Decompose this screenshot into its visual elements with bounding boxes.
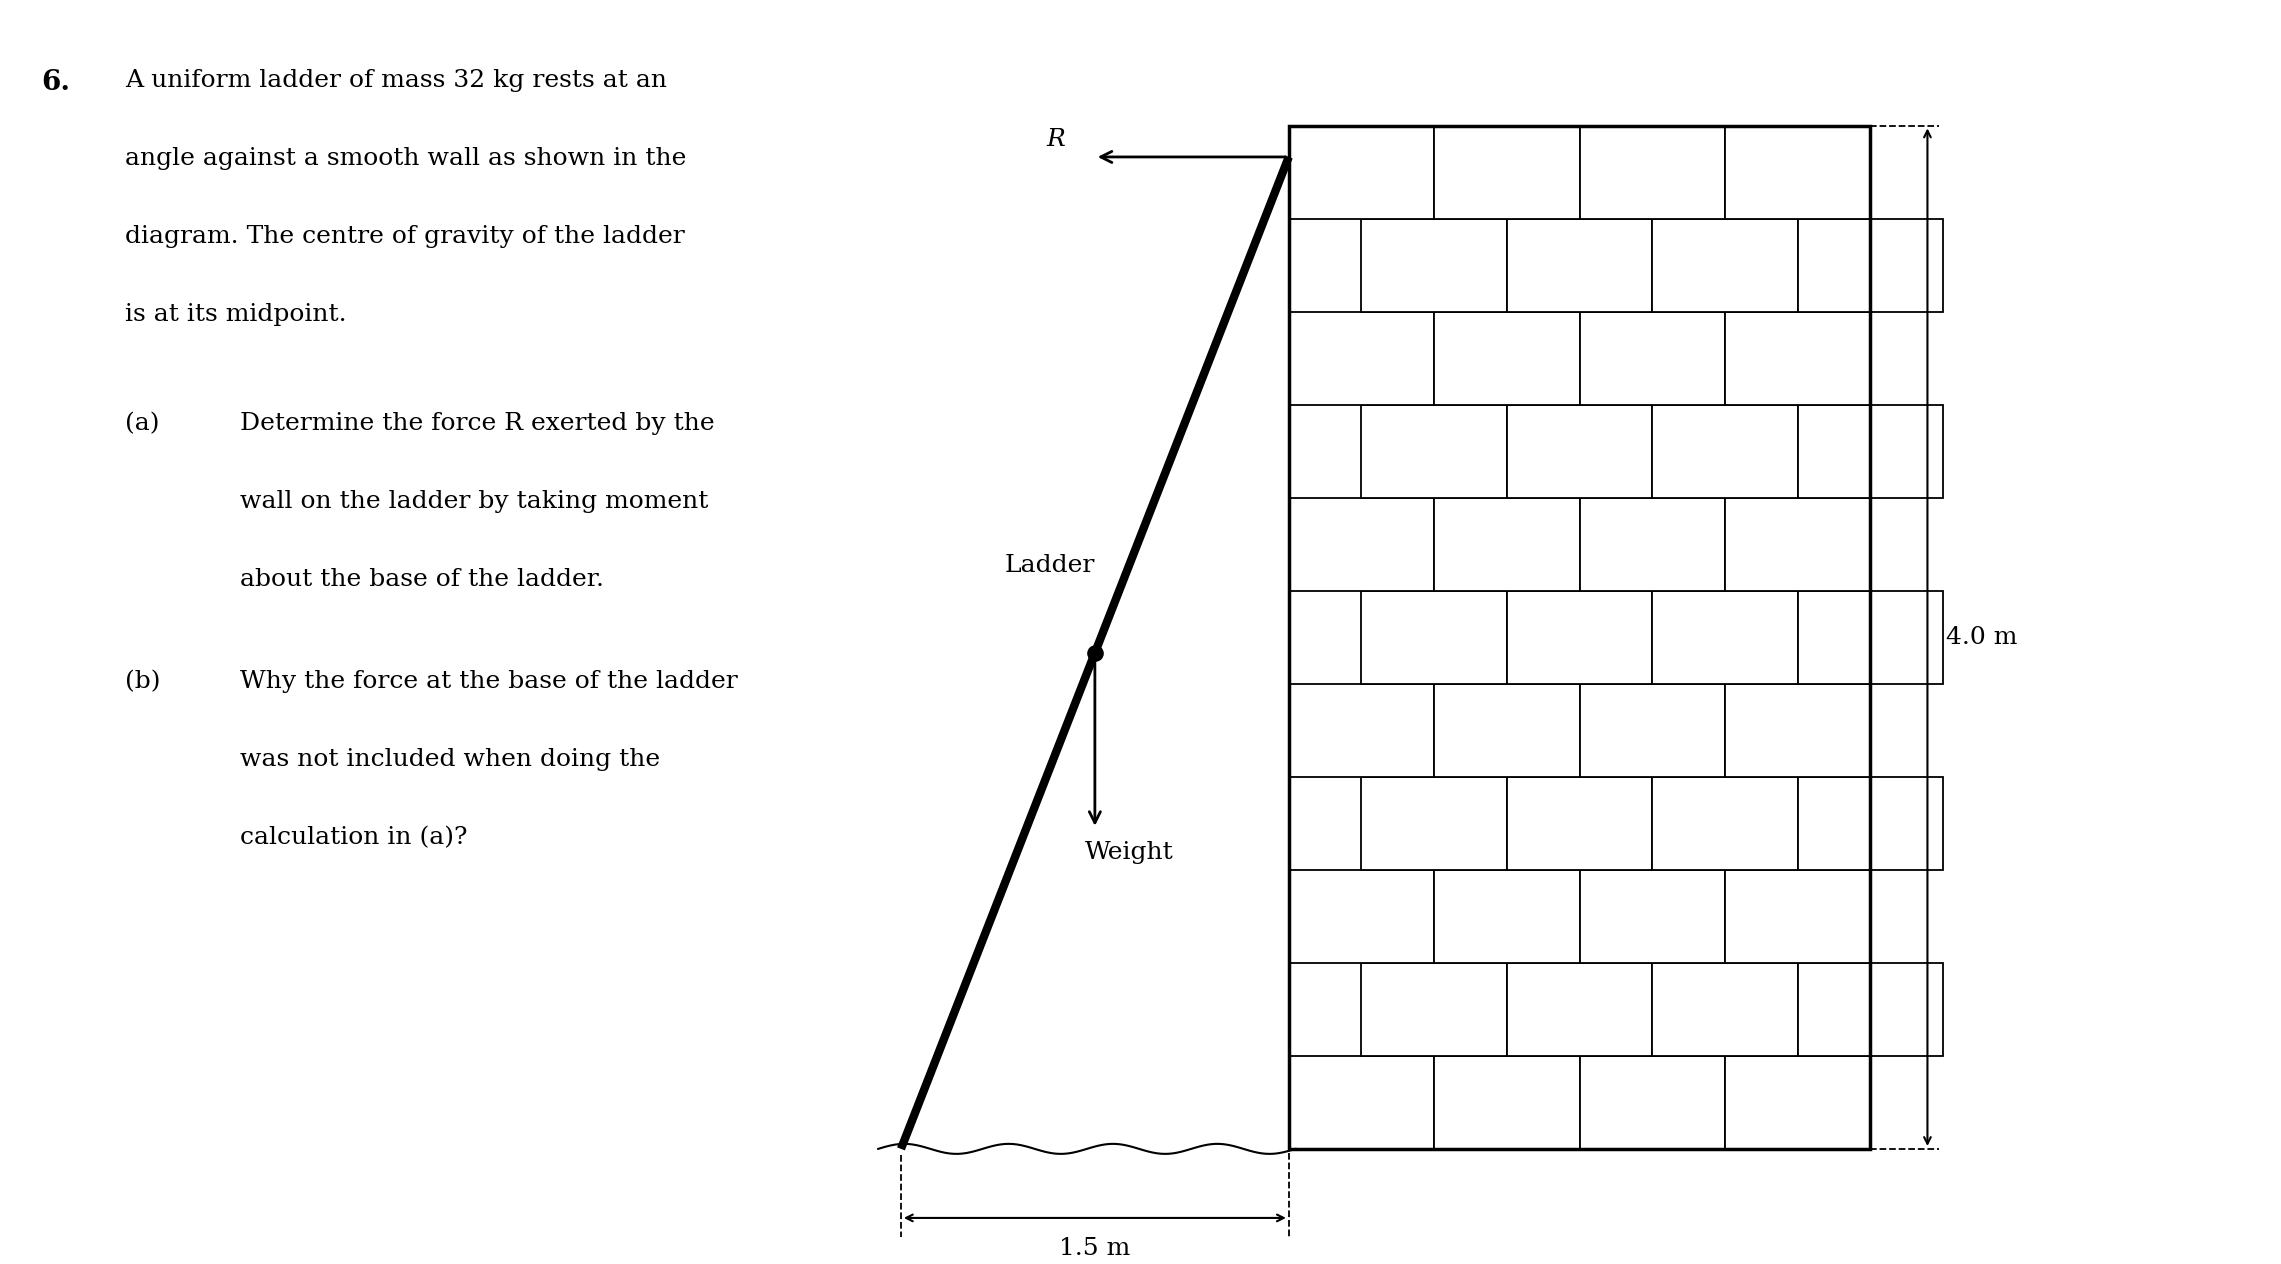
Bar	[1508, 219, 1651, 312]
Bar	[1435, 1055, 1578, 1149]
Bar	[1435, 125, 1578, 219]
Bar	[1797, 963, 1943, 1055]
Bar	[1724, 1055, 1870, 1149]
Bar	[1651, 963, 1797, 1055]
Text: diagram. The centre of gravity of the ladder: diagram. The centre of gravity of the la…	[125, 225, 684, 248]
Bar	[1724, 498, 1870, 590]
Bar	[1362, 777, 1508, 870]
Bar	[1435, 312, 1578, 404]
Bar	[1578, 498, 1724, 590]
Bar	[1651, 404, 1797, 498]
Bar	[1578, 1055, 1724, 1149]
Bar	[1508, 404, 1651, 498]
Bar	[1797, 404, 1943, 498]
Bar	[1289, 125, 1870, 1149]
Text: Determine the force R exerted by the: Determine the force R exerted by the	[240, 412, 714, 435]
Bar	[1362, 590, 1508, 684]
Text: 1.5 m: 1.5 m	[1058, 1236, 1131, 1260]
Bar	[1797, 590, 1943, 684]
Bar	[1362, 404, 1508, 498]
Bar	[1578, 125, 1724, 219]
Bar	[1724, 684, 1870, 777]
Bar	[1724, 312, 1870, 404]
Bar	[1797, 777, 1943, 870]
Text: Weight: Weight	[1086, 842, 1172, 865]
Bar	[1651, 777, 1797, 870]
Bar	[1578, 684, 1724, 777]
Text: Why the force at the base of the ladder: Why the force at the base of the ladder	[240, 670, 737, 694]
Bar	[1508, 590, 1651, 684]
Bar	[1724, 125, 1870, 219]
Bar	[1797, 219, 1943, 312]
Bar	[1435, 498, 1578, 590]
Text: wall on the ladder by taking moment: wall on the ladder by taking moment	[240, 489, 707, 513]
Bar	[1289, 1055, 1435, 1149]
Text: angle against a smooth wall as shown in the: angle against a smooth wall as shown in …	[125, 147, 687, 169]
Bar	[1508, 963, 1651, 1055]
Text: A uniform ladder of mass 32 kg rests at an: A uniform ladder of mass 32 kg rests at …	[125, 70, 668, 92]
Bar	[1362, 963, 1508, 1055]
Bar	[1435, 870, 1578, 963]
Bar	[1651, 219, 1797, 312]
Bar	[1578, 312, 1724, 404]
Text: 4.0 m: 4.0 m	[1946, 626, 2016, 648]
Bar	[1362, 219, 1508, 312]
Bar	[1289, 684, 1435, 777]
Bar	[1508, 777, 1651, 870]
Bar	[1724, 870, 1870, 963]
Bar	[1289, 125, 1435, 219]
Text: calculation in (a)?: calculation in (a)?	[240, 827, 468, 849]
Text: R: R	[1047, 128, 1065, 150]
Bar	[1435, 684, 1578, 777]
Point	[1077, 643, 1113, 664]
Bar	[1289, 312, 1435, 404]
Text: 6.: 6.	[41, 70, 71, 96]
Bar	[1289, 870, 1435, 963]
Text: (a): (a)	[125, 412, 160, 435]
Bar	[1289, 498, 1435, 590]
Bar	[1651, 590, 1797, 684]
Text: was not included when doing the: was not included when doing the	[240, 748, 659, 771]
Text: is at its midpoint.: is at its midpoint.	[125, 302, 347, 326]
Bar	[1578, 870, 1724, 963]
Text: about the base of the ladder.: about the base of the ladder.	[240, 568, 604, 590]
Text: Ladder: Ladder	[1004, 554, 1095, 576]
Text: (b): (b)	[125, 670, 162, 694]
